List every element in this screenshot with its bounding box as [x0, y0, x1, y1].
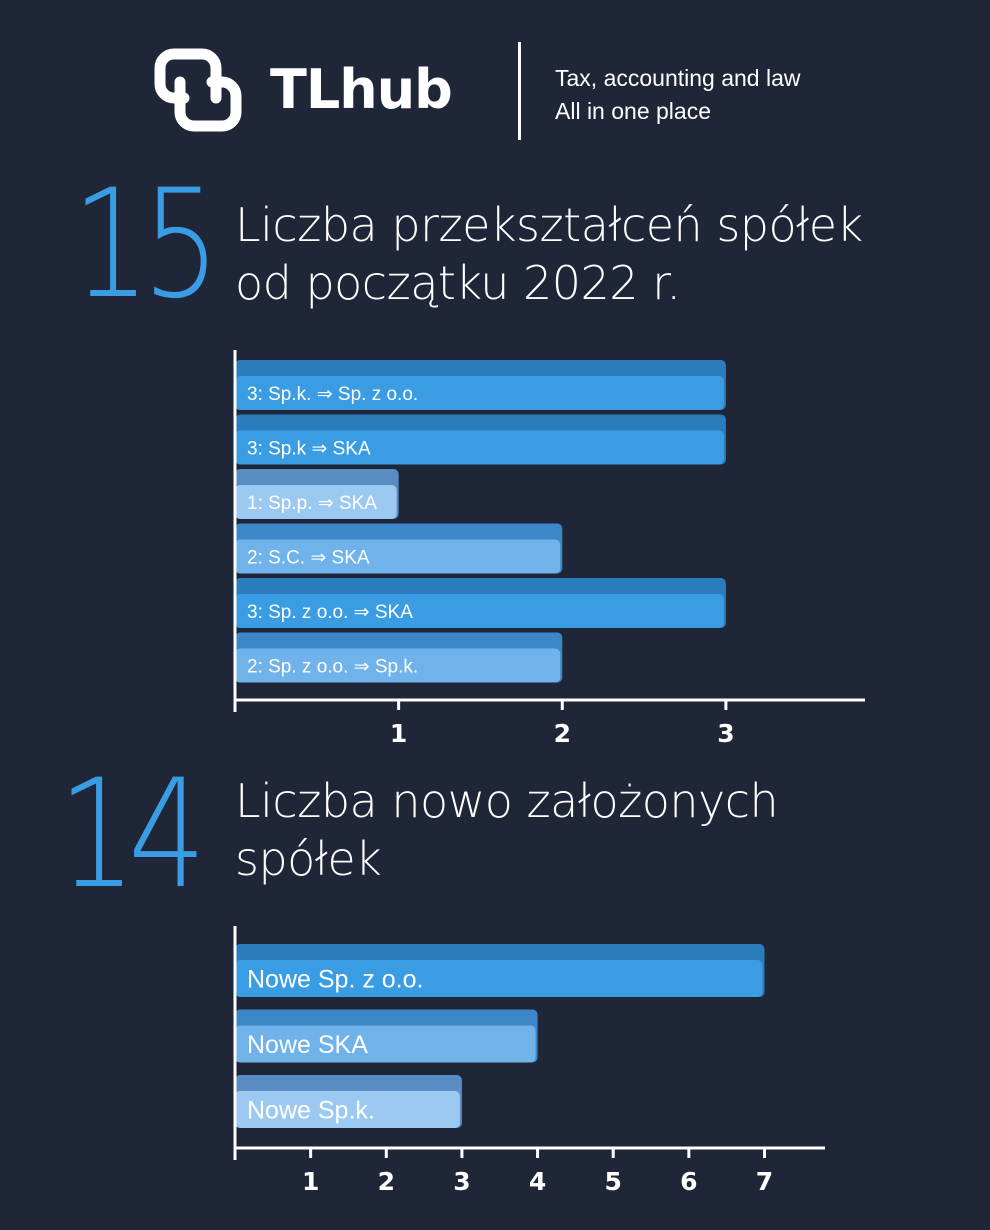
bar-1-2: 3: Sp.k ⇒ SKA	[235, 414, 726, 465]
header-divider	[518, 42, 521, 140]
x-tick-label: 2	[378, 1167, 395, 1196]
bar-1-5: 3: Sp. z o.o. ⇒ SKA	[235, 578, 726, 628]
bar-2-3: Nowe Sp.k.	[235, 1075, 462, 1128]
bar-1-3: 1: Sp.p. ⇒ SKA	[235, 469, 399, 519]
bar-front	[235, 485, 397, 519]
x-tick-label: 3	[453, 1167, 470, 1196]
bar-label: 3: Sp. z o.o. ⇒ SKA	[247, 602, 413, 623]
bar-2-2: Nowe SKA	[235, 1009, 538, 1063]
x-tick-label: 5	[605, 1167, 622, 1196]
tagline-line-2: All in one place	[555, 98, 711, 124]
bar-front	[235, 539, 561, 574]
bar-1-6: 2: Sp. z o.o. ⇒ Sp.k.	[235, 632, 563, 683]
bar-front	[235, 594, 724, 628]
x-tick-label: 6	[680, 1167, 697, 1196]
bar-label: 2: Sp. z o.o. ⇒ Sp.k.	[247, 656, 418, 677]
x-tick-label: 3	[717, 719, 734, 748]
new-companies-title: Liczba nowo założonych spółek	[235, 772, 779, 888]
brand-name: TLhub	[270, 58, 453, 121]
x-tick-label: 1	[390, 719, 407, 748]
bar-label: Nowe Sp. z o.o.	[247, 966, 423, 994]
bar-label: 3: Sp.k ⇒ SKA	[247, 438, 371, 459]
new-companies-count: 14	[58, 748, 206, 922]
conversions-title: Liczba przekształceń spółek od początku …	[235, 196, 863, 312]
bar-front	[235, 1025, 536, 1063]
bar-front	[235, 376, 724, 410]
bar-label: 2: S.C. ⇒ SKA	[247, 547, 370, 568]
conversions-title-line-1: Liczba przekształceń spółek	[235, 198, 863, 252]
x-tick-label: 2	[554, 719, 571, 748]
tlhub-logo-icon	[154, 48, 242, 132]
bar-front	[235, 430, 724, 465]
bar-front	[235, 648, 561, 683]
new-companies-title-line-2: spółek	[235, 832, 382, 886]
bar-1-1: 3: Sp.k. ⇒ Sp. z o.o.	[235, 360, 726, 410]
bar-2-1: Nowe Sp. z o.o.	[235, 944, 765, 997]
conversions-title-line-2: od początku 2022 r.	[235, 256, 681, 310]
bar-label: 3: Sp.k. ⇒ Sp. z o.o.	[247, 384, 418, 405]
x-tick-label: 1	[302, 1167, 319, 1196]
bar-label: 1: Sp.p. ⇒ SKA	[247, 493, 377, 514]
header: TLhub Tax, accounting and law All in one…	[0, 40, 990, 150]
new-companies-title-line-1: Liczba nowo założonych	[235, 774, 779, 828]
bar-front	[235, 1091, 460, 1128]
bar-label: Nowe SKA	[247, 1031, 368, 1059]
bar-front	[235, 960, 763, 997]
x-tick-label: 7	[756, 1167, 773, 1196]
tagline-line-1: Tax, accounting and law	[555, 65, 801, 91]
bar-label: Nowe Sp.k.	[247, 1097, 375, 1125]
conversions-count: 15	[72, 158, 220, 332]
x-tick-label: 4	[529, 1167, 546, 1196]
tagline: Tax, accounting and law All in one place	[555, 62, 801, 128]
bar-1-4: 2: S.C. ⇒ SKA	[235, 523, 563, 574]
